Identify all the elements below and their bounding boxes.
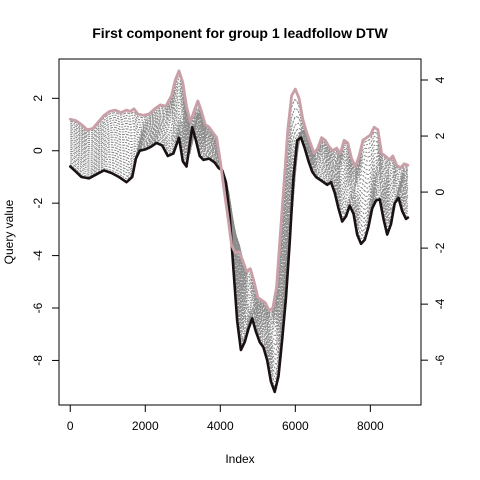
y2-tick-label: 4: [433, 76, 447, 83]
alignment-line: [70, 116, 409, 347]
y2-tick-label: 2: [433, 132, 447, 139]
alignment-line: [70, 85, 408, 316]
alignment-line: [70, 107, 409, 331]
x-axis-label: Index: [225, 452, 254, 466]
alignment-line: [70, 123, 409, 371]
chart-title: First component for group 1 leadfollow D…: [92, 25, 388, 41]
y-tick-label: -8: [31, 355, 45, 366]
y-tick-label: 0: [31, 147, 45, 154]
x-axis: 0 2000 4000 6000 8000: [67, 404, 384, 433]
alignment-line: [70, 121, 409, 361]
query-series-line: [69, 125, 410, 394]
reference-series-line: [68, 69, 410, 313]
alignment-line: [70, 125, 409, 383]
alignment-line: [70, 78, 409, 314]
alignment-line: [70, 75, 409, 313]
series-lines: [68, 69, 410, 394]
y-axis-label: Query value: [2, 199, 16, 264]
y2-tick-label: -6: [433, 355, 447, 366]
alignment-line: [70, 88, 408, 318]
y-tick-label: -6: [31, 302, 45, 313]
alignment-line: [70, 120, 409, 356]
y-axis-right: 4 2 0 -2 -4 -6: [420, 76, 447, 366]
x-tick-label: 2000: [132, 419, 159, 433]
alignment-line: [70, 110, 409, 333]
alignment-line: [70, 117, 409, 351]
x-tick-label: 0: [67, 419, 74, 433]
y-tick-label: -4: [31, 250, 45, 261]
alignment-line: [70, 95, 409, 321]
x-tick-label: 8000: [357, 419, 384, 433]
alignment-line: [70, 121, 409, 366]
alignment-line: [70, 104, 409, 328]
alignment-line: [70, 124, 409, 381]
alignment-line: [70, 113, 409, 337]
y-tick-label: -2: [31, 198, 45, 209]
alignment-line: [70, 126, 409, 376]
y2-tick-label: 0: [433, 188, 447, 195]
alignment-line: [70, 81, 408, 315]
y-axis-left: 2 0 -2 -4 -6 -8: [31, 95, 60, 366]
x-tick-label: 4000: [207, 419, 234, 433]
y2-tick-label: -4: [433, 298, 447, 309]
y-tick-label: 2: [31, 95, 45, 102]
alignment-lines: [69, 75, 409, 388]
y2-tick-label: -2: [433, 242, 447, 253]
x-tick-label: 6000: [282, 419, 309, 433]
